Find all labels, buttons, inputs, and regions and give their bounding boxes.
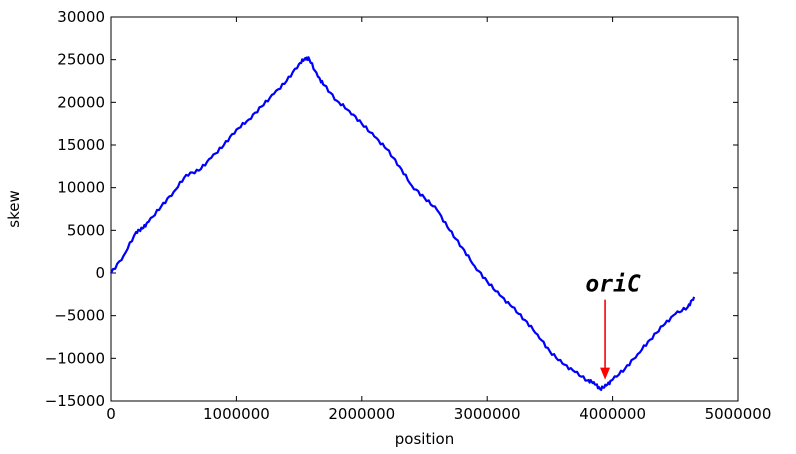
oric-annotation: oriC	[585, 272, 641, 380]
y-tick-label: 15000	[57, 136, 105, 154]
y-tick-label: 5000	[67, 221, 105, 239]
oric-annotation-arrowhead	[600, 367, 611, 380]
x-tick-label: 5000000	[705, 405, 772, 423]
skew-series-line	[110, 56, 696, 391]
y-axis-ticks: −15000 −10000 −5000 0 5000 10000 15000 20000 250…	[45, 8, 738, 410]
plot-area	[110, 16, 739, 402]
y-tick-label: −15000	[45, 392, 105, 410]
y-tick-label: 20000	[57, 93, 105, 111]
y-tick-label: −5000	[54, 307, 105, 325]
x-tick-label: 1000000	[203, 405, 270, 423]
x-tick-label: 0	[106, 405, 116, 423]
x-axis-ticks: 0 1000000 2000000 3000000 4000000 5000000	[106, 17, 771, 423]
x-tick-label: 2000000	[328, 405, 395, 423]
y-tick-label: 30000	[57, 8, 105, 26]
y-tick-label: 25000	[57, 51, 105, 69]
x-tick-label: 4000000	[579, 405, 646, 423]
y-tick-label: 0	[95, 264, 105, 282]
x-axis-label: position	[395, 430, 454, 448]
x-tick-label: 3000000	[454, 405, 521, 423]
y-axis-label: skew	[5, 190, 23, 227]
y-tick-label: −10000	[45, 349, 105, 367]
oric-annotation-label: oriC	[585, 272, 641, 298]
y-tick-label: 10000	[57, 179, 105, 197]
